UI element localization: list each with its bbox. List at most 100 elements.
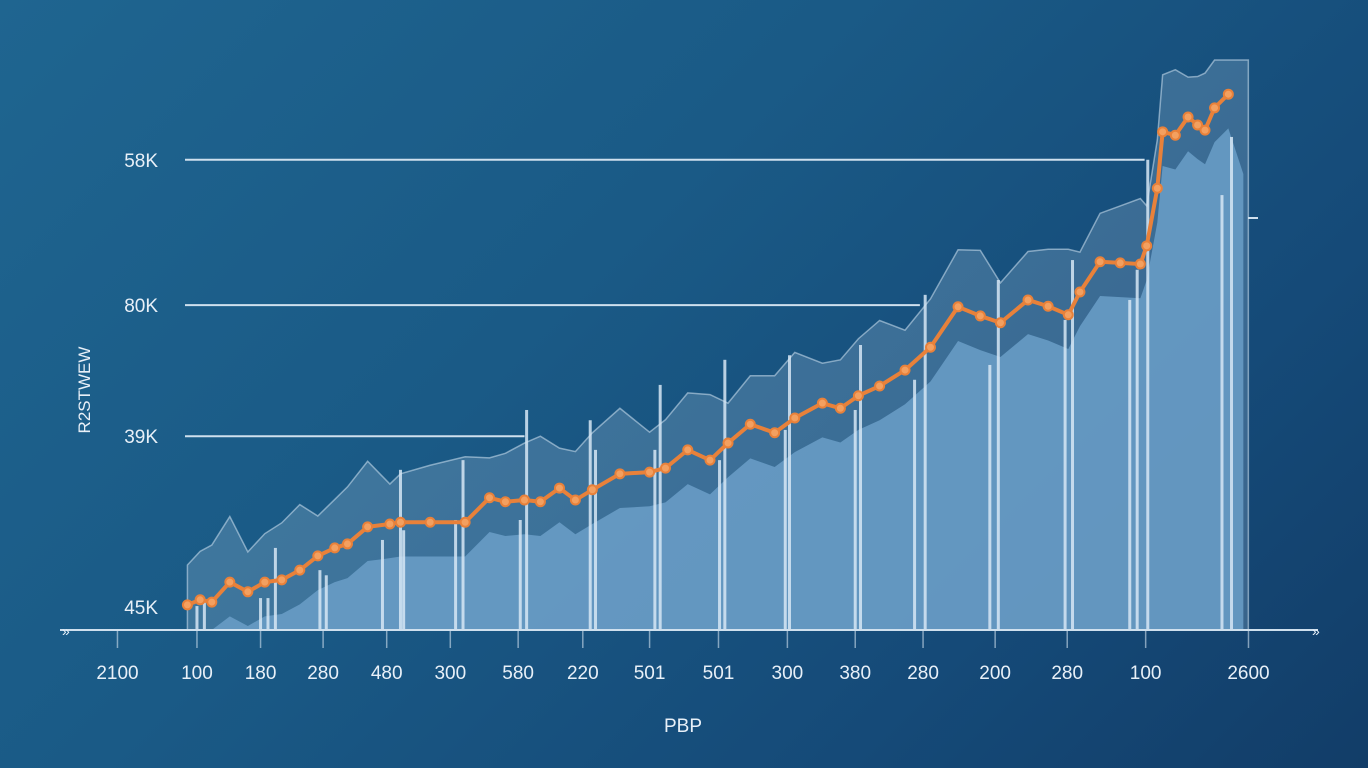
data-point <box>1222 88 1234 100</box>
data-point <box>181 599 193 611</box>
data-point <box>484 492 496 504</box>
bar <box>853 409 857 630</box>
data-point <box>1169 129 1181 141</box>
x-tick-label: 180 <box>245 663 277 684</box>
data-point <box>722 437 734 449</box>
bar <box>202 599 206 630</box>
data-point <box>974 310 986 322</box>
data-point <box>682 444 694 456</box>
data-point <box>499 496 511 508</box>
data-point <box>1209 102 1221 114</box>
data-point <box>362 521 374 533</box>
bar <box>913 379 917 630</box>
data-point <box>586 484 598 496</box>
y-tick-label: 39K <box>124 427 158 448</box>
data-point <box>424 516 436 528</box>
bar <box>273 547 277 630</box>
axis-arrow-right-icon: » <box>1312 623 1320 639</box>
data-point <box>1192 119 1204 131</box>
x-tick-label: 200 <box>979 663 1011 684</box>
x-tick-label: 380 <box>839 663 871 684</box>
bar <box>324 575 328 630</box>
bar <box>996 280 1000 630</box>
axis-arrow-left-icon: » <box>62 623 70 639</box>
data-point <box>1042 300 1054 312</box>
data-point <box>614 468 626 480</box>
bar <box>783 429 787 630</box>
data-point <box>259 576 271 588</box>
data-point <box>994 317 1006 329</box>
data-point <box>1114 257 1126 269</box>
y-tick-label: 45K <box>124 598 158 619</box>
x-tick-label: 280 <box>1051 663 1083 684</box>
data-point <box>341 538 353 550</box>
x-axis-label: PBP <box>664 716 702 737</box>
data-point <box>816 397 828 409</box>
x-tick-label: 580 <box>502 663 534 684</box>
line-series <box>181 88 1234 611</box>
data-point <box>874 380 886 392</box>
data-point <box>789 412 801 424</box>
data-point <box>384 518 396 530</box>
data-point <box>899 364 911 376</box>
area-fill <box>187 128 1244 630</box>
data-point <box>834 402 846 414</box>
bar <box>1220 195 1224 630</box>
bar <box>658 384 662 630</box>
bar <box>923 294 927 630</box>
bar <box>788 355 791 630</box>
bar <box>259 598 263 630</box>
x-tick-label: 280 <box>307 663 339 684</box>
data-point <box>224 576 236 588</box>
bar-layer <box>195 136 1234 630</box>
bar <box>859 345 863 630</box>
bar <box>266 598 270 630</box>
x-tick-label: 280 <box>907 663 939 684</box>
x-tick-label: 100 <box>181 663 213 684</box>
data-point <box>553 482 565 494</box>
bar <box>402 530 406 630</box>
y-tick-label: 58K <box>124 151 158 172</box>
data-point <box>744 418 756 430</box>
bar <box>723 359 727 630</box>
data-point <box>394 516 406 528</box>
bar <box>594 449 598 630</box>
bar <box>588 420 592 630</box>
data-point <box>242 586 254 598</box>
bar <box>653 449 657 630</box>
data-point <box>924 341 936 353</box>
bar <box>718 460 722 630</box>
x-tick-label: 300 <box>434 663 466 684</box>
bar <box>525 409 529 630</box>
bar <box>318 570 322 630</box>
data-point <box>569 494 581 506</box>
bar <box>1135 269 1139 630</box>
bar <box>461 460 465 630</box>
data-point <box>519 494 530 506</box>
data-point <box>1151 182 1163 194</box>
data-point <box>1134 258 1146 270</box>
data-point <box>206 596 218 608</box>
x-tick-labels: 2100 100 180 280 480 300 580 220 501 501 300 380 280… <box>96 630 1270 684</box>
y-axis-label: R2STWEW <box>75 347 94 434</box>
data-point <box>1074 286 1086 298</box>
x-tick-label: 300 <box>772 663 804 684</box>
data-point <box>1062 309 1074 321</box>
data-point <box>329 542 341 554</box>
data-point <box>769 427 781 439</box>
data-point <box>1022 294 1034 306</box>
data-point <box>1157 126 1169 138</box>
bar <box>1063 319 1067 630</box>
data-point <box>1182 111 1194 123</box>
bar <box>1071 260 1075 630</box>
x-axis: » » <box>60 217 1320 639</box>
bar <box>988 364 992 630</box>
bar <box>1146 159 1150 630</box>
area-layer <box>187 128 1244 630</box>
x-tick-label: 501 <box>703 663 735 684</box>
x-tick-label: 501 <box>634 663 666 684</box>
bar <box>380 539 384 630</box>
x-tick-label: 100 <box>1130 663 1162 684</box>
data-point <box>312 550 324 562</box>
